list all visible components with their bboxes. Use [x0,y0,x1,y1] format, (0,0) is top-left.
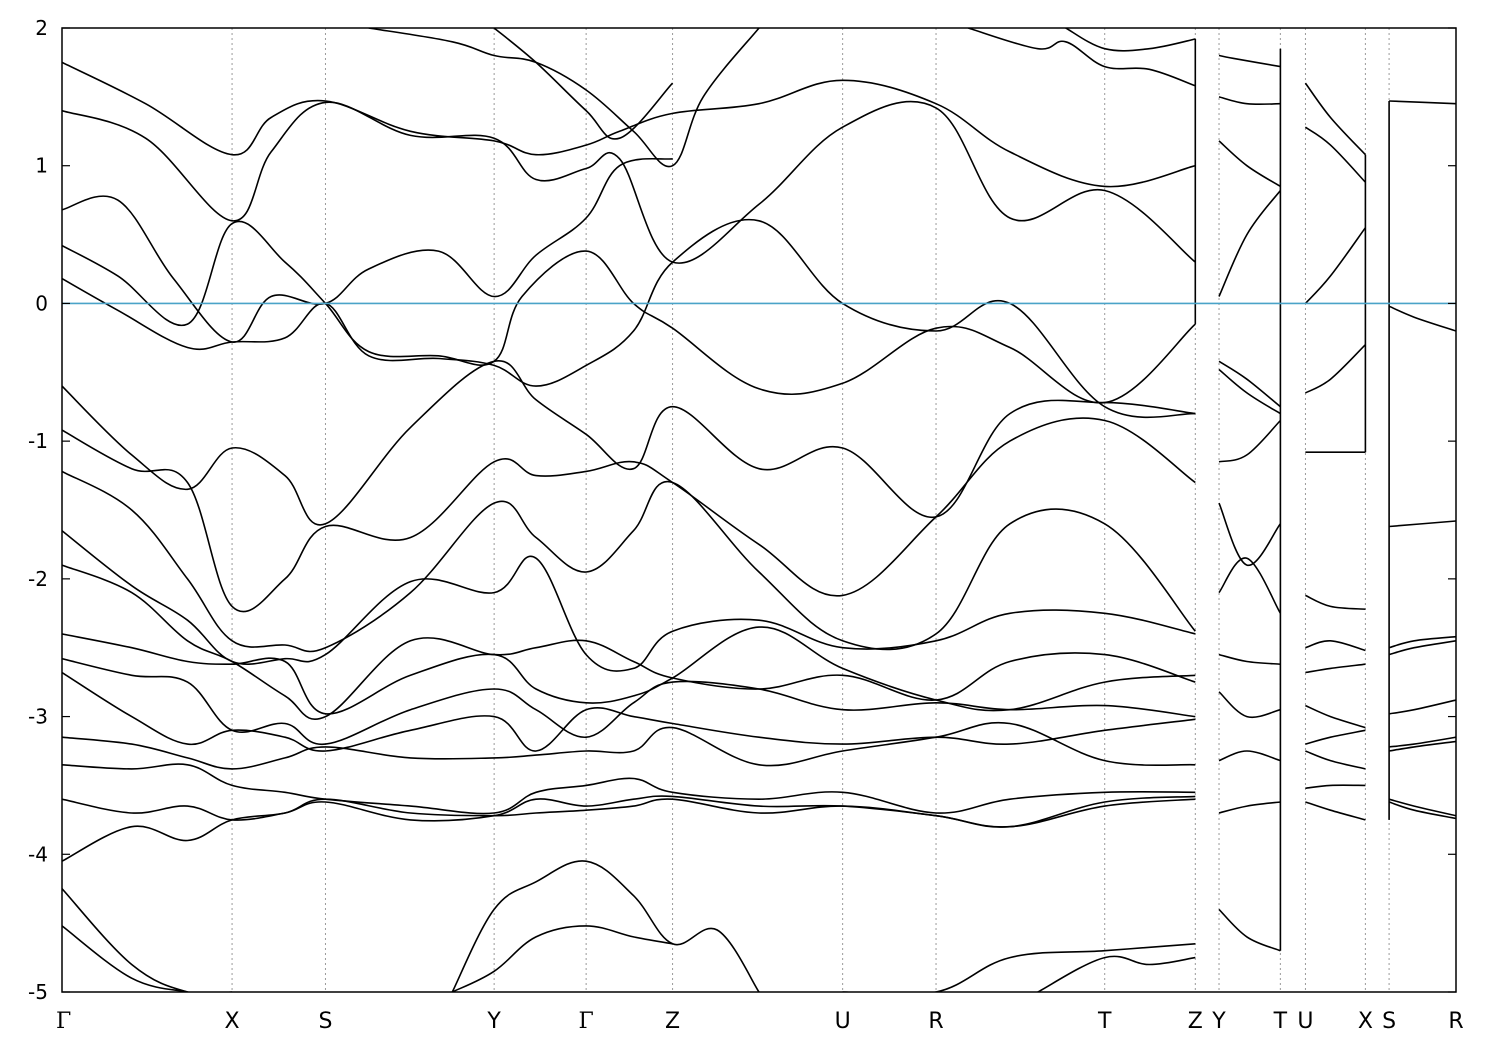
band-line-35 [1218,557,1282,614]
band-line-53 [1305,801,1366,821]
kpoint-gridlines [231,28,1390,992]
band-line-54 [1389,100,1456,105]
y-tick-label-0: -5 [28,980,48,1004]
kpoint-label-10: Y [1211,1009,1226,1034]
band-line-19 [451,860,760,992]
band-line-15 [62,795,1196,828]
band-line-44 [1305,344,1366,394]
kpoint-label-7: R [928,1009,943,1034]
y-tick-label-5: 0 [35,291,48,315]
plot-frame [61,27,1457,993]
band-line-61 [1388,740,1456,752]
band-line-25 [967,28,1196,87]
band-line-34 [1218,502,1282,566]
band-line-12 [62,671,1196,752]
band-line-6 [62,417,1196,613]
kpoint-label-4: Γ [579,1009,594,1034]
band-line-0 [62,61,1196,188]
kpoint-label-8: T [1097,1009,1112,1034]
band-line-2 [62,157,673,343]
kpoint-label-15: R [1448,1009,1463,1034]
kpoint-label-12: U [1297,1009,1313,1034]
band-line-9 [62,564,1196,720]
band-line-33 [1218,419,1281,463]
band-line-43 [1304,227,1367,304]
band-line-41 [1304,82,1366,156]
y-tick-label-7: 2 [35,16,48,40]
band-line-36 [1218,653,1281,665]
kpoint-label-2: S [318,1009,332,1034]
band-line-50 [1305,729,1366,745]
band-line-48 [1305,663,1366,674]
band-line-1 [62,100,1196,264]
band-line-21 [842,943,1196,992]
y-tick-label-6: 1 [35,154,48,178]
band-line-46 [1305,594,1366,610]
band-line-30 [1218,190,1282,297]
band-line-40 [1218,908,1281,952]
kpoint-label-5: Z [665,1009,680,1034]
band-line-56 [1389,520,1456,528]
band-line-26 [1065,28,1196,52]
band-line-3 [62,220,1196,404]
band-line-27 [1218,54,1281,68]
band-line-10 [62,626,1196,715]
band-line-62 [1388,798,1456,817]
band-line-52 [1305,784,1366,789]
band-line-4 [62,218,1196,419]
y-ticks: -5 -4 -3 -2 -1 0 1 2 [28,16,1456,1004]
band-line-14 [62,763,1196,815]
band-line-16 [62,795,1196,862]
kpoint-label-13: X [1358,1009,1373,1034]
band-line-32 [1218,368,1281,415]
band-line-11 [62,657,1196,745]
band-line-37 [1218,691,1281,719]
band-line-20 [451,925,673,992]
kpoint-label-9: Z [1188,1009,1203,1034]
band-line-58 [1388,640,1456,656]
band-line-31 [1218,360,1281,408]
band-line-29 [1218,140,1281,188]
kpoint-label-1: X [225,1009,240,1034]
band-line-7 [62,470,1196,653]
band-line-51 [1305,750,1366,770]
band-line-55 [1388,305,1456,332]
y-tick-label-2: -3 [28,705,48,729]
band-line-42 [1304,126,1366,183]
kpoint-label-0: Γ [56,1009,71,1034]
band-line-23 [493,28,674,140]
band-line-59 [1388,699,1456,715]
band-line-57 [1388,635,1456,649]
band-line-8 [62,530,1196,672]
band-line-24 [368,28,760,168]
band-line-13 [62,721,1196,770]
band-line-28 [1218,96,1281,106]
band-line-39 [1218,801,1281,814]
band-line-5 [62,360,1196,526]
band-line-18 [62,925,188,992]
band-line-47 [1305,639,1366,652]
y-tick-label-4: -1 [28,429,48,453]
y-tick-label-3: -2 [28,567,48,591]
bands [62,28,1456,992]
kpoint-label-6: U [835,1009,851,1034]
band-line-38 [1218,750,1281,762]
kpoint-label-14: S [1382,1009,1396,1034]
kpoint-label-11: T [1273,1009,1288,1034]
y-tick-label-1: -4 [28,842,48,866]
band-line-22 [1037,955,1196,992]
band-line-49 [1305,704,1366,729]
band-line-63 [1388,801,1456,820]
band-line-17 [62,888,233,992]
band-line-60 [1389,736,1456,748]
kpoint-label-3: Y [486,1009,501,1034]
